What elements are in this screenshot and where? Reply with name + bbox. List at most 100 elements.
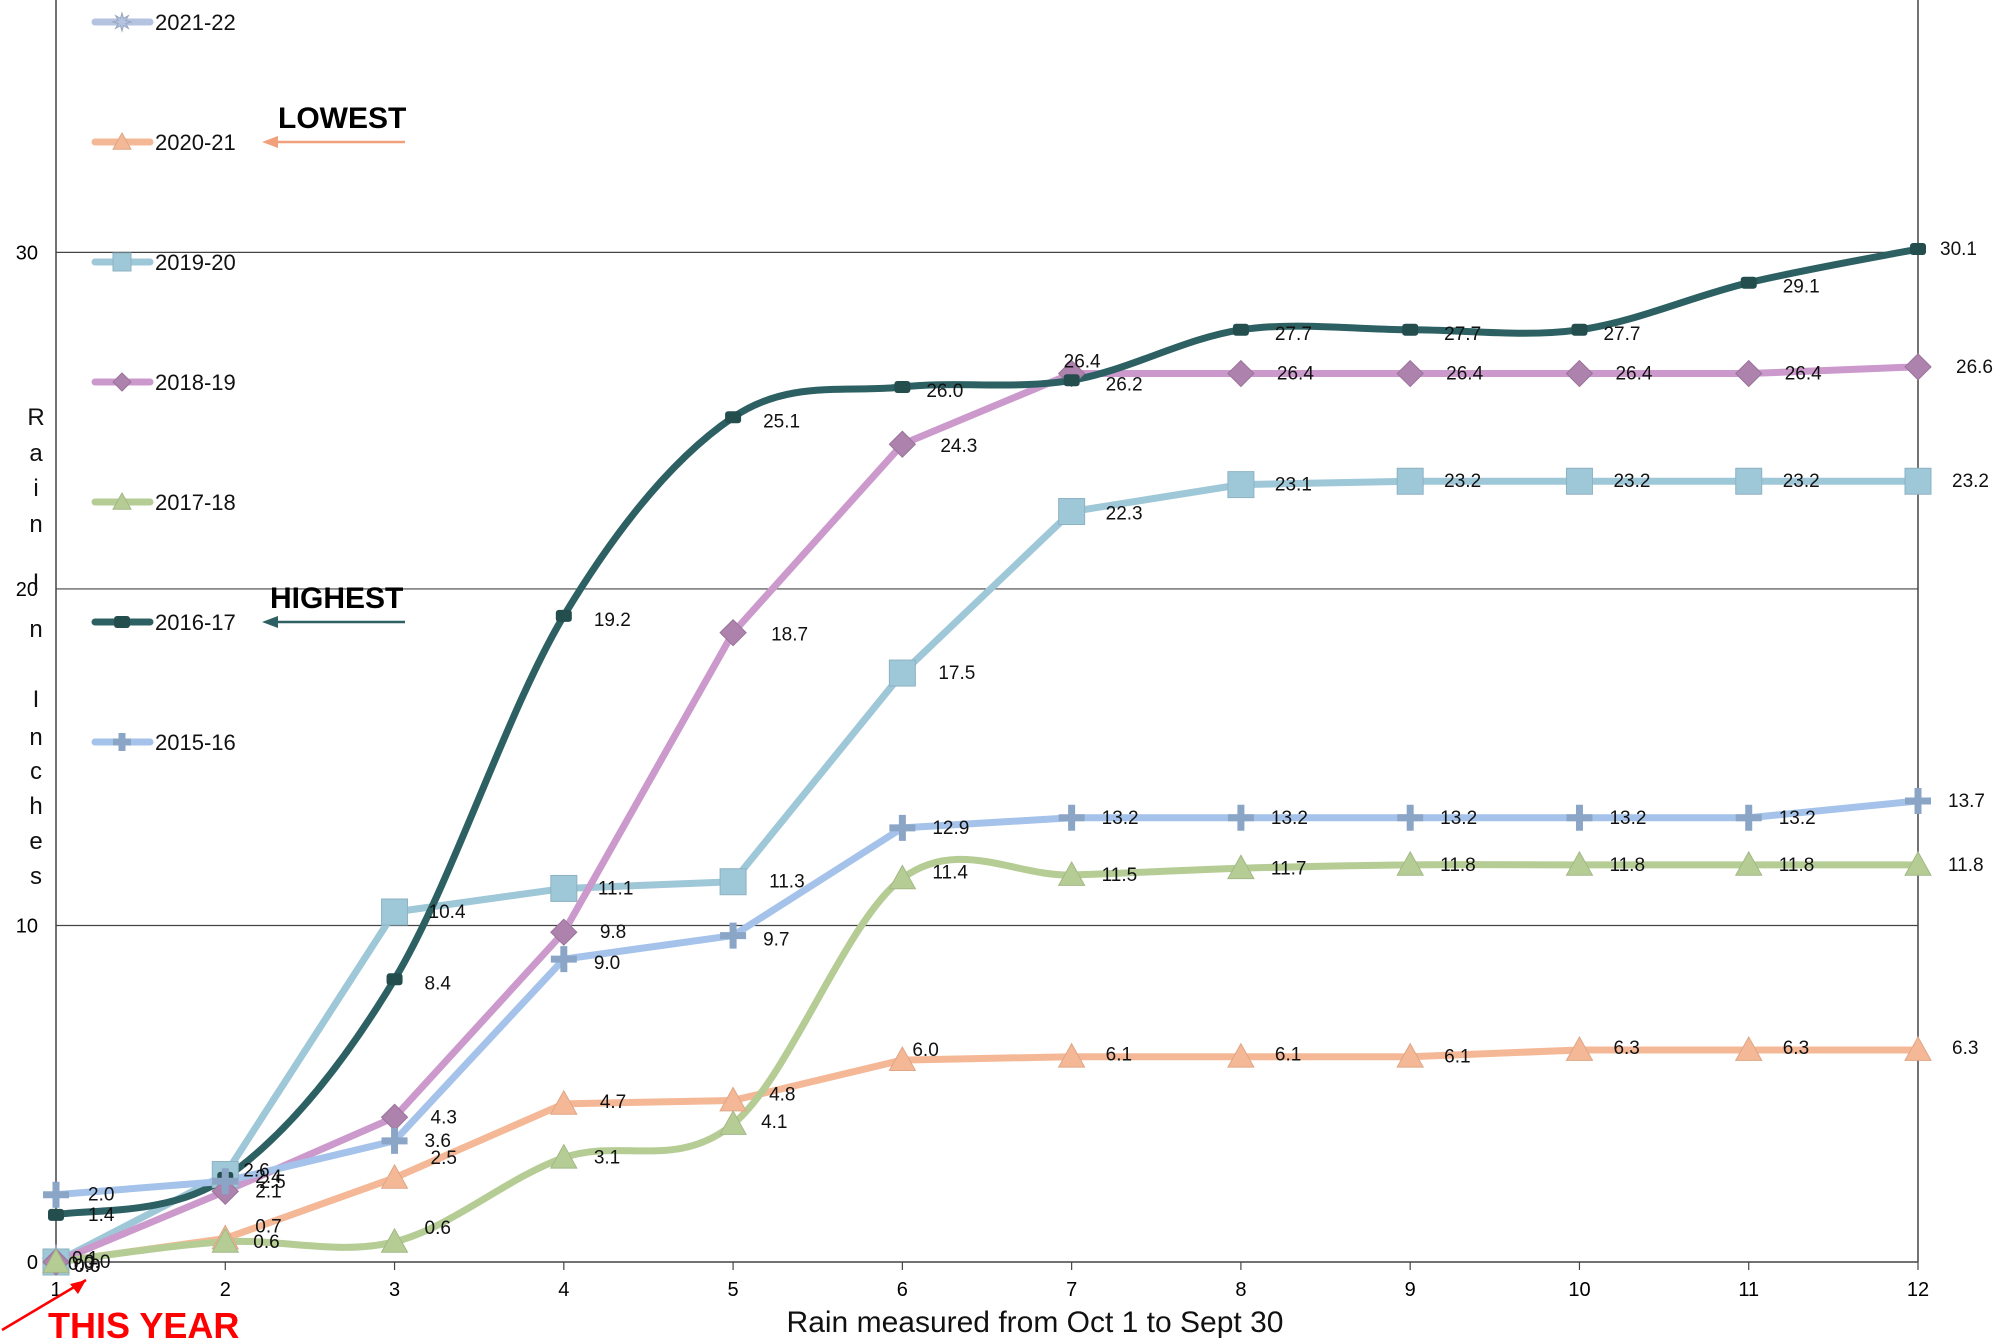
data-point-marker [1396,850,1425,876]
y-axis-label-letter: R [27,404,44,431]
data-point-marker [1227,854,1255,880]
data-point-marker [1565,1035,1594,1061]
y-tick-label: 10 [16,915,38,937]
data-label: 9.8 [600,922,626,943]
data-label: 0.6 [425,1218,451,1239]
data-point-marker [1571,323,1588,336]
data-label: 4.1 [761,1112,787,1133]
legend-item-2015-16: 2015-16 [91,730,236,755]
data-point-marker [1227,359,1255,388]
data-point-marker [113,733,131,751]
data-label: 3.1 [594,1148,620,1169]
data-label: 18.7 [771,625,808,646]
data-point-marker [1735,804,1762,831]
legend-label: 2017-18 [155,490,236,515]
x-tick-label: 5 [728,1279,739,1301]
data-point-marker [894,381,911,394]
annotation-label: HIGHEST [270,582,403,615]
data-point-marker [1565,850,1594,876]
series-line-2020-21 [52,1046,1922,1266]
data-point-marker [380,1227,409,1253]
data-label: 26.4 [1446,364,1483,385]
data-point-marker [550,918,578,946]
data-point-marker [719,1109,747,1135]
data-label: 29.1 [1783,277,1820,298]
data-point-marker [212,1168,239,1195]
data-point-marker [112,372,132,392]
x-tick-label: 9 [1405,1279,1416,1301]
data-point-marker [1565,467,1593,495]
x-tick-label: 8 [1235,1279,1246,1301]
data-point-marker [112,131,132,150]
x-tick-label: 10 [1568,1279,1590,1301]
series-markers [41,243,1932,1276]
data-label: 0.0 [74,1256,100,1277]
data-point-marker [1227,471,1255,499]
annotation-arrowhead [262,136,278,148]
data-label: 27.7 [1444,324,1481,345]
legend-label: 2021-22 [155,10,236,35]
annotation-label: THIS YEAR [48,1305,239,1340]
data-label: 10.4 [429,902,466,923]
data-point-marker [1232,323,1249,336]
legend-item-2021-22: 2021-22 [91,10,236,35]
y-tick-label: 20 [16,579,38,601]
x-tick-label: 7 [1066,1279,1077,1301]
data-label: 26.2 [1106,374,1143,395]
x-tick-label: 2 [220,1279,231,1301]
annotation-lowest: LOWEST [262,102,406,148]
data-point-marker [1904,850,1932,876]
x-tick-label: 12 [1907,1279,1929,1301]
data-point-marker [48,1208,64,1221]
data-label: 11.8 [1440,855,1476,876]
data-point-marker [381,898,409,926]
legend-item-2018-19: 2018-19 [91,370,236,395]
data-label: 6.3 [1952,1038,1978,1059]
data-label: 26.0 [926,381,963,402]
data-point-marker [1905,787,1931,814]
data-point-marker [1735,467,1763,495]
legend-item-2019-20: 2019-20 [91,250,236,275]
data-point-marker [1397,804,1424,831]
data-label: 26.4 [1785,364,1822,385]
data-point-marker [1904,353,1932,381]
annotation-this-year: THIS YEAR [1,1278,239,1340]
data-label: 2.5 [431,1148,457,1169]
data-point-marker [1396,467,1424,495]
data-point-marker [386,973,403,986]
data-label: 11.3 [769,872,805,893]
data-label: 23.2 [1613,471,1650,492]
data-label: 11.4 [932,862,968,883]
annotation-arrow [1,1278,87,1332]
data-point-marker [1740,276,1757,289]
data-label: 0.1 [72,1249,98,1270]
data-label: 13.2 [1609,808,1646,829]
data-label: 26.4 [1615,364,1652,385]
y-axis-label-letter: I [33,686,40,713]
data-labels: 0.10.0 0.7 2.5 4.7 4.8 6.0 6.1 6.1 6.1 6.3 6.3 6.3 0… [68,239,1993,1277]
data-label: 6.3 [1613,1038,1639,1059]
data-label: 9.7 [763,930,789,951]
annotations: LOWEST HIGHEST THIS YEAR [1,102,406,1340]
data-label: 0.0 [84,1252,110,1273]
x-tick-label: 11 [1738,1279,1759,1301]
data-label: 4.8 [769,1084,795,1105]
data-point-marker [549,1089,578,1115]
data-label: 6.1 [1444,1047,1470,1068]
data-label: 26.4 [1277,364,1314,385]
data-point-marker [211,1227,240,1253]
data-label: 25.1 [763,411,800,432]
annotation-arrowhead [262,616,278,628]
data-label: 4.7 [600,1092,626,1113]
data-point-marker [42,1247,70,1273]
data-label: 23.2 [1952,471,1989,492]
x-tick-label: 6 [897,1279,908,1301]
x-axis-label: Rain measured from Oct 1 to Sept 30 [787,1306,1284,1339]
data-label: 0.7 [255,1216,281,1237]
x-tick-label: 3 [389,1279,400,1301]
data-label: 11.7 [1271,858,1307,879]
data-point-marker [1058,498,1086,526]
data-label: 23.2 [1783,471,1820,492]
